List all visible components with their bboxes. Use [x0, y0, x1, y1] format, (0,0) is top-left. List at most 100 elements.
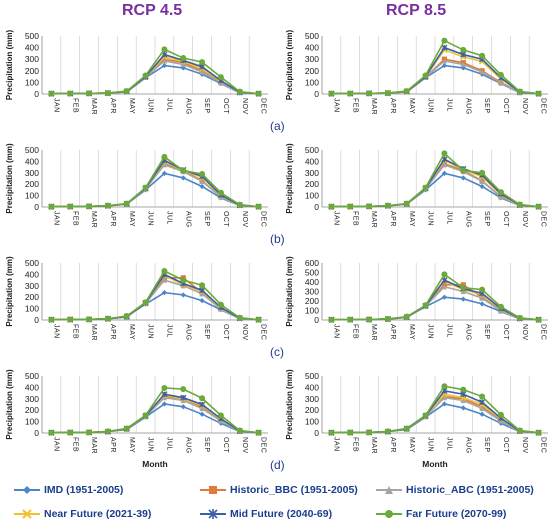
series-line: [51, 48, 259, 95]
data-point: [460, 386, 467, 393]
legend-label-near-future: Near Future (2021-39): [44, 508, 152, 520]
x-tick-label: OCT: [222, 324, 229, 341]
x-tick-label: JAN: [52, 324, 59, 339]
x-tick-label: NOV: [241, 437, 248, 454]
data-point: [236, 201, 243, 208]
x-tick-label: FEB: [71, 437, 78, 452]
y-tick-label: 200: [25, 292, 39, 302]
data-point: [199, 395, 206, 402]
data-point: [441, 284, 448, 290]
data-point: [497, 411, 504, 418]
data-point: [497, 189, 504, 196]
data-point: [142, 184, 149, 191]
data-point: [366, 90, 373, 97]
y-tick-label: 400: [305, 382, 319, 392]
y-tick-label: 300: [25, 54, 39, 64]
x-axis-label: Month: [142, 459, 168, 469]
x-tick-label: JUN: [147, 437, 154, 452]
x-tick-label: OCT: [502, 324, 509, 340]
series-far-future-2070-99: [48, 384, 262, 436]
data-point: [441, 62, 448, 69]
x-tick-label: JUL: [165, 324, 172, 338]
y-tick-label: 100: [25, 304, 39, 314]
y-tick-label: 200: [25, 66, 39, 76]
data-point: [199, 183, 205, 190]
y-tick-label: 300: [305, 287, 319, 297]
data-point: [86, 316, 93, 323]
data-point: [199, 405, 205, 412]
data-point: [479, 295, 485, 301]
data-point: [199, 59, 206, 66]
panel-label-d: (d): [270, 458, 285, 472]
x-tick-label: NOV: [241, 324, 248, 341]
data-point: [366, 316, 373, 323]
y-tick-label: 500: [25, 371, 39, 381]
data-point: [123, 200, 130, 207]
y-axis-label: Precipitation (mm): [5, 143, 14, 214]
y-tick-label: 500: [305, 371, 319, 381]
x-tick-label: SEP: [483, 437, 490, 453]
data-point: [161, 162, 168, 168]
data-point: [384, 428, 391, 435]
x-tick-label: MAR: [370, 98, 377, 115]
data-point: [180, 394, 187, 401]
x-tick-label: JUL: [445, 98, 452, 112]
y-tick-label: 100: [305, 417, 319, 427]
x-tick-label: MAR: [90, 437, 97, 454]
x-tick-label: JUN: [427, 324, 434, 339]
x-tick-label: JUL: [165, 98, 172, 112]
x-tick-label: AUG: [184, 98, 191, 115]
legend-label-imd: IMD (1951-2005): [44, 484, 124, 496]
x-tick-label: DEC: [260, 211, 267, 227]
x-tick-label: FEB: [71, 324, 78, 339]
x-tick-label: NOV: [521, 324, 528, 341]
series-far-future-2070-99: [48, 46, 262, 97]
x-tick-label: NOV: [521, 98, 528, 115]
x-tick-label: APR: [109, 324, 116, 340]
legend-label-historic-abc: Historic_ABC (1951-2005): [406, 484, 534, 496]
header-rcp45: RCP 4.5: [122, 2, 183, 19]
x-tick-label: JAN: [332, 437, 339, 452]
series-far-future-2070-99: [48, 153, 262, 210]
x-tick-label: AUG: [184, 437, 191, 454]
y-tick-label: 0: [314, 89, 319, 99]
data-point: [535, 203, 542, 210]
data-point: [161, 401, 168, 407]
x-tick-label: JAN: [52, 437, 59, 452]
y-axis-label: Precipitation (mm): [285, 143, 294, 214]
data-point: [255, 203, 262, 210]
x-tick-label: SEP: [483, 98, 490, 114]
data-point: [180, 55, 187, 62]
data-point: [479, 52, 486, 59]
x-tick-label: DEC: [540, 437, 547, 453]
data-point: [441, 383, 448, 390]
data-point: [479, 393, 486, 400]
data-point: [217, 189, 224, 196]
x-tick-label: AUG: [464, 98, 471, 115]
y-tick-label: 300: [25, 394, 39, 404]
y-tick-label: 500: [25, 31, 39, 41]
series-far-future-2070-99: [48, 267, 262, 323]
data-point: [86, 429, 93, 436]
data-point: [479, 405, 485, 412]
data-point: [460, 288, 466, 295]
data-point: [180, 404, 186, 410]
y-axis-label: Precipitation (mm): [5, 256, 14, 327]
data-point: [441, 58, 448, 64]
x-tick-label: APR: [389, 98, 396, 114]
x-tick-label: FEB: [71, 211, 78, 226]
data-point: [479, 178, 485, 184]
legend-item-near-future: Near Future (2021-39): [14, 508, 151, 520]
x-tick-label: MAR: [90, 98, 97, 115]
data-point: [441, 271, 448, 278]
x-tick-label: APR: [109, 211, 116, 227]
legend-marker-historic-abc: [376, 486, 402, 494]
data-point: [479, 169, 486, 176]
x-tick-label: JAN: [332, 324, 339, 339]
x-tick-label: DEC: [260, 324, 267, 340]
data-point: [535, 90, 542, 97]
legend-label-mid-future: Mid Future (2040-69): [230, 508, 333, 520]
